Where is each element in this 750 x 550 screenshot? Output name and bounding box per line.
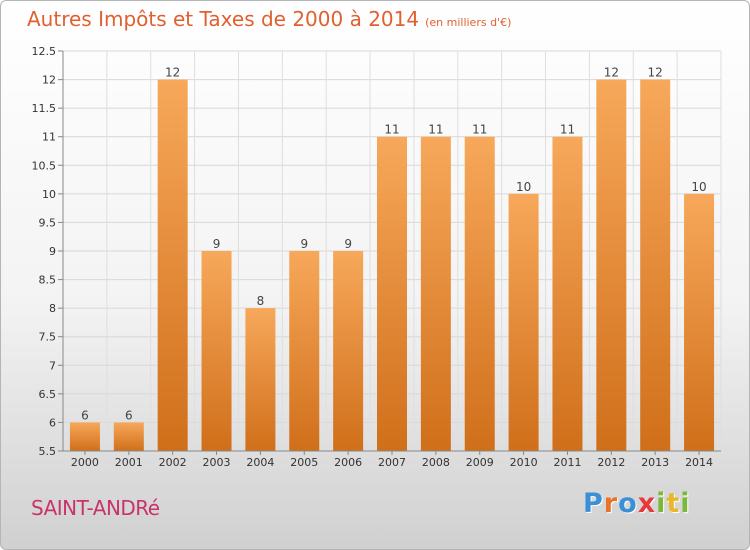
axes: 5.5 6 6.5 7 7.5 8 8.5 9 9.5 10 10.5 11 11.5 12 12.5 200… xyxy=(32,45,721,469)
bar xyxy=(113,422,144,451)
y-tick-label: 9.5 xyxy=(39,216,57,229)
x-tick-label: 2000 xyxy=(71,456,99,469)
y-tick-label: 6.5 xyxy=(39,388,57,401)
x-tick-label: 2004 xyxy=(246,456,274,469)
bar xyxy=(289,251,320,451)
x-tick-label: 2011 xyxy=(553,456,581,469)
chart-title: Autres Impôts et Taxes de 2000 à 2014 (en… xyxy=(27,7,511,31)
bar xyxy=(201,251,232,451)
y-tick-label: 11 xyxy=(42,131,56,144)
data-label: 6 xyxy=(81,408,89,422)
data-label: 6 xyxy=(125,408,133,422)
bar xyxy=(420,136,451,451)
bars: 6 6 12 9 8 9 9 11 11 11 10 11 12 12 10 xyxy=(69,66,715,452)
x-tick-label: 2006 xyxy=(334,456,362,469)
bar xyxy=(684,193,715,451)
y-tick-label: 8.5 xyxy=(39,274,57,287)
y-tick-label: 6 xyxy=(49,416,56,429)
data-label: 10 xyxy=(516,180,531,194)
data-label: 12 xyxy=(604,66,619,80)
bar xyxy=(640,79,671,452)
logo-letter: o xyxy=(618,488,638,519)
data-label: 11 xyxy=(472,123,487,137)
y-tick-label: 7.5 xyxy=(39,331,57,344)
logo-letter: t xyxy=(666,488,681,519)
data-label: 9 xyxy=(344,237,352,251)
bar xyxy=(377,136,407,451)
chart-subtitle: (en milliers d'€) xyxy=(425,16,512,29)
x-tick-label: 2009 xyxy=(466,456,494,469)
bar xyxy=(464,136,495,451)
y-tick-label: 9 xyxy=(49,245,56,258)
logo-letter: r xyxy=(603,488,619,519)
data-label: 11 xyxy=(384,123,399,137)
y-tick-label: 12 xyxy=(42,74,56,87)
bar xyxy=(508,193,539,451)
x-tick-label: 2007 xyxy=(378,456,406,469)
title-text: Autres Impôts et Taxes de 2000 à 2014 xyxy=(27,7,420,31)
y-tick-label: 5.5 xyxy=(39,445,57,458)
data-label: 11 xyxy=(428,123,443,137)
logo-letter: P xyxy=(583,488,604,519)
data-label: 8 xyxy=(257,294,265,308)
x-tick-label: 2010 xyxy=(510,456,538,469)
x-tick-label: 2014 xyxy=(685,456,713,469)
bar xyxy=(596,79,627,452)
y-tick-label: 10.5 xyxy=(32,159,57,172)
y-tick-label: 12.5 xyxy=(32,45,57,58)
bar xyxy=(157,79,188,452)
x-tick-label: 2002 xyxy=(159,456,187,469)
y-tick-label: 10 xyxy=(42,188,56,201)
x-tick-label: 2005 xyxy=(290,456,318,469)
proxiti-logo[interactable]: Proxiti xyxy=(583,488,691,519)
logo-letter: i xyxy=(680,488,691,519)
x-tick-label: 2012 xyxy=(597,456,625,469)
data-label: 12 xyxy=(648,66,663,80)
data-label: 10 xyxy=(691,180,706,194)
x-tick-label: 2001 xyxy=(115,456,143,469)
data-label: 9 xyxy=(300,237,308,251)
y-tick-label: 11.5 xyxy=(32,102,57,115)
data-label: 9 xyxy=(213,237,221,251)
y-tick-label: 7 xyxy=(49,359,56,372)
x-tick-label: 2003 xyxy=(203,456,231,469)
y-tick-label: 8 xyxy=(49,302,56,315)
logo-letter: x xyxy=(637,488,657,519)
x-tick-label: 2013 xyxy=(641,456,669,469)
data-label: 12 xyxy=(165,66,180,80)
data-label: 11 xyxy=(560,123,575,137)
x-tick-label: 2008 xyxy=(422,456,450,469)
bar xyxy=(552,136,583,451)
bar xyxy=(69,422,100,451)
bar xyxy=(245,308,276,451)
logo-letter: i xyxy=(656,488,667,519)
bar xyxy=(333,251,364,451)
place-name: SAINT-ANDRé xyxy=(31,496,160,520)
